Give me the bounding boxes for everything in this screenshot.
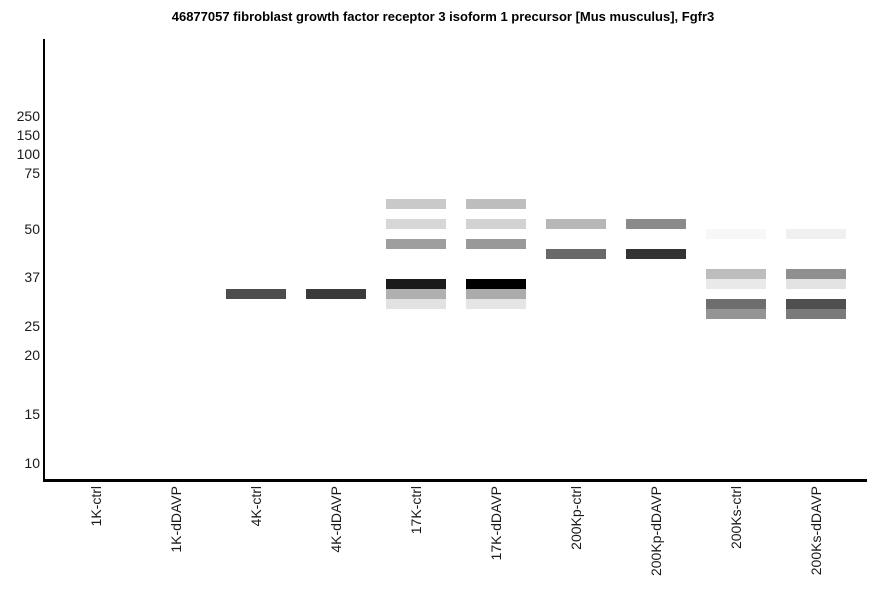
- gel-band: [386, 289, 446, 299]
- gel-band: [386, 279, 446, 289]
- y-axis-line: [43, 39, 45, 482]
- y-tick-label: 20: [24, 347, 40, 363]
- y-tick-label: 25: [24, 318, 40, 334]
- gel-band: [466, 199, 526, 209]
- y-tick-label: 50: [24, 221, 40, 237]
- x-tick-label: 17K-ctrl: [408, 486, 424, 535]
- gel-band: [706, 229, 766, 239]
- gel-band: [466, 239, 526, 249]
- x-tick-label: 200Ks-ctrl: [728, 486, 744, 550]
- gel-band: [306, 289, 366, 299]
- x-axis-line: [43, 479, 867, 482]
- chart-title: 46877057 fibroblast growth factor recept…: [171, 9, 715, 24]
- y-tick-label: 150: [16, 127, 40, 143]
- y-tick-label: 250: [16, 108, 40, 124]
- x-tick-label: 200Ks-dDAVP: [808, 486, 824, 576]
- gel-band: [786, 229, 846, 239]
- y-tick-label: 15: [24, 406, 40, 422]
- gel-band: [386, 219, 446, 229]
- gel-band: [626, 219, 686, 229]
- gel-band: [706, 279, 766, 289]
- gel-band: [786, 269, 846, 279]
- gel-band: [466, 289, 526, 299]
- x-tick-label: 1K-ctrl: [88, 486, 104, 527]
- gel-band: [706, 299, 766, 309]
- gel-band: [466, 279, 526, 289]
- gel-band: [626, 249, 686, 259]
- gel-band: [706, 309, 766, 319]
- gel-band: [466, 299, 526, 309]
- gel-band: [786, 299, 846, 309]
- x-tick-label: 4K-dDAVP: [328, 486, 344, 553]
- x-tick-label: 200Kp-ctrl: [568, 486, 584, 550]
- y-tick-label: 37: [24, 269, 40, 285]
- gel-band: [786, 309, 846, 319]
- gel-band: [546, 249, 606, 259]
- y-tick-label: 10: [24, 455, 40, 471]
- x-tick-label: 4K-ctrl: [248, 486, 264, 527]
- x-tick-label: 17K-dDAVP: [488, 486, 504, 561]
- x-tick-label: 200Kp-dDAVP: [648, 486, 664, 577]
- gel-band: [546, 219, 606, 229]
- gel-band: [226, 289, 286, 299]
- gel-band: [386, 299, 446, 309]
- x-tick-label: 1K-dDAVP: [168, 486, 184, 553]
- gel-band: [386, 199, 446, 209]
- gel-band: [466, 219, 526, 229]
- y-tick-label: 75: [24, 165, 40, 181]
- y-tick-label: 100: [16, 146, 40, 162]
- gel-band: [786, 279, 846, 289]
- gel-band: [706, 269, 766, 279]
- gel-band: [386, 239, 446, 249]
